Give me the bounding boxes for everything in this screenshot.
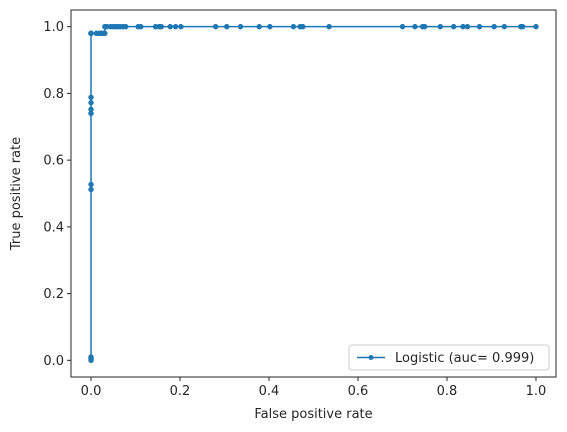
data-point — [437, 23, 444, 30]
data-point — [178, 23, 184, 30]
x-tick-label: 0.8 — [437, 384, 458, 399]
data-point — [476, 23, 483, 30]
y-tick-label: 0.0 — [43, 354, 64, 369]
data-point — [88, 181, 94, 188]
data-point — [223, 23, 230, 30]
data-point — [88, 30, 94, 37]
data-point — [212, 23, 219, 30]
y-tick-label: 0.6 — [43, 154, 64, 169]
legend-marker-sample — [368, 355, 374, 360]
y-axis-ticks: 0.0 0.2 0.4 0.6 0.8 1.0 — [43, 20, 71, 369]
axes-frame — [70, 9, 557, 378]
data-point — [122, 23, 129, 30]
y-tick-label: 1.0 — [43, 20, 64, 35]
data-point — [450, 23, 457, 30]
x-axis-ticks: 0.0 0.2 0.4 0.6 0.8 1.0 — [81, 377, 547, 399]
data-point — [267, 23, 273, 30]
data-point — [399, 23, 406, 30]
x-tick-label: 0.4 — [259, 384, 280, 399]
data-point — [88, 94, 94, 101]
data-point — [464, 23, 471, 30]
data-point — [412, 23, 418, 30]
data-point — [102, 30, 108, 37]
data-point — [172, 23, 179, 30]
x-tick-label: 0.6 — [348, 384, 369, 399]
plot-series — [88, 23, 539, 364]
data-point — [158, 23, 165, 30]
data-point — [167, 23, 173, 30]
data-point — [533, 23, 539, 30]
y-axis-label: True positive rate — [9, 137, 24, 251]
x-tick-label: 0.2 — [170, 384, 191, 399]
x-tick-label: 0.0 — [81, 384, 102, 399]
legend-label: Logistic (auc= 0.999) — [395, 351, 534, 366]
y-tick-label: 0.2 — [43, 287, 64, 302]
data-point — [88, 106, 94, 113]
legend-box — [348, 344, 550, 371]
y-tick-label: 0.8 — [43, 87, 64, 102]
data-point — [256, 23, 262, 30]
x-axis-label: False positive rate — [254, 407, 372, 422]
data-point — [88, 354, 94, 360]
data-point — [138, 23, 144, 30]
legend: Logistic (auc= 0.999) — [348, 344, 550, 371]
data-point — [501, 23, 508, 30]
data-point — [88, 100, 94, 106]
data-point — [519, 23, 526, 30]
data-point — [421, 23, 428, 30]
data-point — [326, 23, 332, 30]
x-tick-label: 1.0 — [526, 384, 547, 399]
data-point — [300, 23, 306, 30]
y-tick-label: 0.4 — [43, 220, 64, 235]
data-point — [290, 23, 297, 30]
data-point — [491, 23, 497, 30]
data-point — [237, 23, 244, 30]
data-point — [88, 186, 94, 193]
